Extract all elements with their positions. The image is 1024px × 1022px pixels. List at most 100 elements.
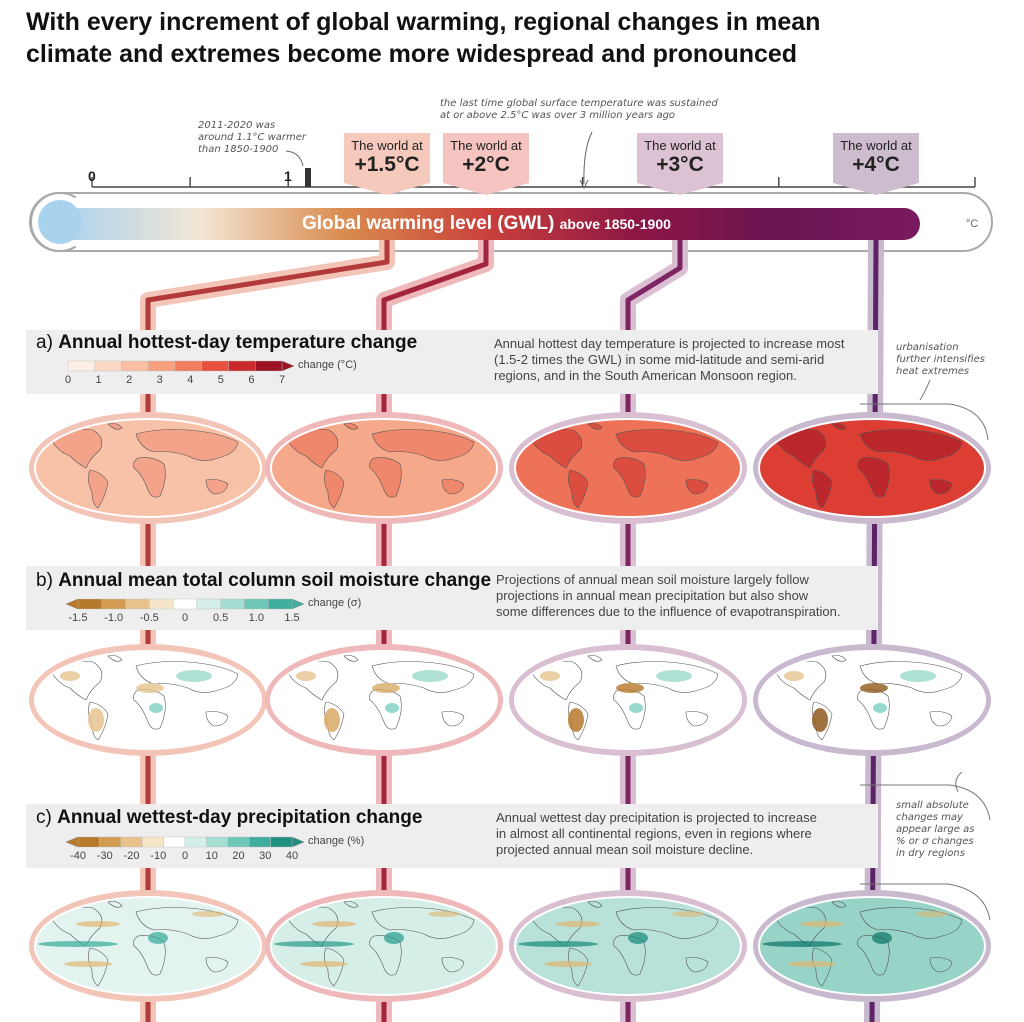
present-day-marker (305, 168, 311, 187)
panel-description-line: regions, and in the South American Monso… (494, 368, 797, 383)
colorbar-segment (121, 360, 149, 372)
colorbar-segment (101, 598, 126, 610)
world-flag-prefix: The world at (840, 138, 912, 153)
dry-regions-note: small absolute changes may appear large … (896, 800, 1006, 860)
page-title: With every increment of global warming, … (26, 6, 986, 70)
colorbar-segment (270, 836, 293, 848)
dry-bracket-lower (860, 883, 991, 921)
panel-description-line: projections in annual mean precipitation… (496, 588, 809, 603)
thermometer-unit: °C (966, 218, 979, 230)
colorbar-segment (149, 598, 174, 610)
colorbar-tick-label: 2 (126, 374, 133, 386)
panel-title-text: Annual mean total column soil moisture c… (58, 570, 492, 591)
colorbar-tick-label: 20 (232, 850, 245, 862)
colorbar-tick-label: -1.5 (68, 612, 88, 624)
pliocene-note-line: at or above 2.5°C was over 3 million yea… (440, 110, 676, 121)
world-flag-value: +4°C (852, 153, 900, 176)
world-flag-prefix: The world at (644, 138, 716, 153)
panel-title: c) Annual wettest-day precipitation chan… (36, 807, 422, 829)
world-map (514, 650, 742, 750)
present-note-leader (285, 150, 304, 167)
pliocene-note-leader (583, 131, 593, 185)
gwl-title: Global warming level (GWL) above 1850-19… (302, 213, 671, 235)
panel-title-text: Annual wettest-day precipitation change (57, 807, 423, 828)
world-flag-shape (443, 133, 529, 195)
world-map (34, 418, 262, 518)
panel-description: Annual hottest day temperature is projec… (494, 336, 844, 384)
colorbar-tick-label: -20 (123, 850, 140, 862)
gwl-title-main: Global warming level (GWL) (302, 213, 555, 234)
dry-note-line: appear large as (896, 824, 975, 835)
urbanisation-note: urbanisation further intensifies heat ex… (896, 342, 1006, 378)
dry-note-line: changes may (896, 812, 963, 823)
panel-title-text: Annual hottest-day temperature change (58, 332, 418, 353)
present-note-line: around 1.1°C warmer (198, 132, 307, 143)
colorbar-segment (255, 360, 283, 372)
colorbar-segment (196, 598, 221, 610)
tick-label-1: 1 (284, 168, 292, 184)
panel-letter: b) (36, 570, 59, 591)
world-flag: The world at +3°C (637, 133, 723, 195)
colorbar-tick-label: 3 (156, 374, 163, 386)
world-flag: The world at +4°C (833, 133, 919, 195)
colorbar-tick-label: 5 (217, 374, 224, 386)
colorbar-tick-label: 0 (64, 374, 72, 386)
colorbar-segment (125, 598, 150, 610)
dry-note-line: small absolute (896, 800, 969, 811)
colorbar-segment (163, 836, 186, 848)
colorbar-segment (148, 360, 176, 372)
panel-description-line: (1.5-2 times the GWL) in some mid-latitu… (494, 352, 825, 367)
world-map (270, 418, 498, 518)
colorbar (67, 360, 295, 372)
colorbar-tick-label: 1 (95, 374, 102, 386)
colorbar-segment (244, 598, 269, 610)
title-line-1: With every increment of global warming, … (26, 8, 821, 36)
colorbar-tick-label: 40 (285, 850, 299, 862)
title-line-2: climate and extremes become more widespr… (26, 40, 798, 68)
world-flag: The world at +1.5°C (344, 133, 430, 195)
colorbar-segment (220, 598, 245, 610)
panel-letter: c) (36, 807, 58, 828)
world-flag-prefix: The world at (450, 138, 522, 153)
present-day-note: 2011-2020 was around 1.1°C warmer than 1… (198, 120, 308, 156)
colorbar-tick-label: 30 (259, 850, 272, 862)
panel-title: a) Annual hottest-day temperature change (36, 332, 417, 354)
colorbar-segment (77, 836, 100, 848)
colorbar-tick-label: 0.5 (213, 612, 229, 624)
colorbar-segment (268, 598, 293, 610)
colorbar-segment (184, 836, 207, 848)
present-note-line: 2011-2020 was (198, 120, 276, 131)
panel-title: b) Annual mean total column soil moistur… (36, 570, 491, 592)
colorbar-tick-label: -40 (70, 850, 86, 862)
panel-description-line: projected annual mean soil moisture decl… (496, 842, 754, 857)
dry-bracket-upper (860, 784, 991, 821)
urban-bracket (860, 403, 989, 441)
colorbar-tick-label: 1.5 (284, 612, 300, 624)
colorbar (66, 598, 305, 610)
world-map (758, 650, 986, 750)
urban-note-line: urbanisation (896, 342, 959, 353)
panel-description: Projections of annual mean soil moisture… (496, 572, 840, 620)
colorbar-segment (99, 836, 122, 848)
world-flag: The world at +2°C (443, 133, 529, 195)
world-map (758, 418, 986, 518)
colorbar-unit: change (%) (308, 835, 365, 847)
world-flag-value: +2°C (462, 153, 510, 176)
colorbar-segment (227, 836, 250, 848)
dry-note-line: in dry regions (896, 848, 965, 859)
world-map (34, 650, 262, 750)
urban-note-line: further intensifies (896, 354, 986, 365)
panel-band (26, 566, 878, 630)
panel-description-line: in almost all continental regions, even … (496, 826, 812, 841)
colorbar-segment (77, 598, 102, 610)
colorbar-segment (141, 836, 164, 848)
panel-description-line: Annual wettest day precipitation is proj… (496, 810, 817, 825)
panel-letter: a) (36, 332, 59, 353)
colorbar-tick-label: 1.0 (248, 612, 264, 624)
thermometer (29, 192, 993, 252)
colorbar-segment (206, 836, 228, 848)
world-map (514, 896, 742, 996)
world-map (270, 896, 498, 996)
pliocene-arrow (579, 179, 589, 190)
